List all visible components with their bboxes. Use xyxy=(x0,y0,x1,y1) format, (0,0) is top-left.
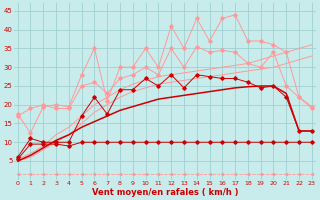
X-axis label: Vent moyen/en rafales ( km/h ): Vent moyen/en rafales ( km/h ) xyxy=(92,188,238,197)
